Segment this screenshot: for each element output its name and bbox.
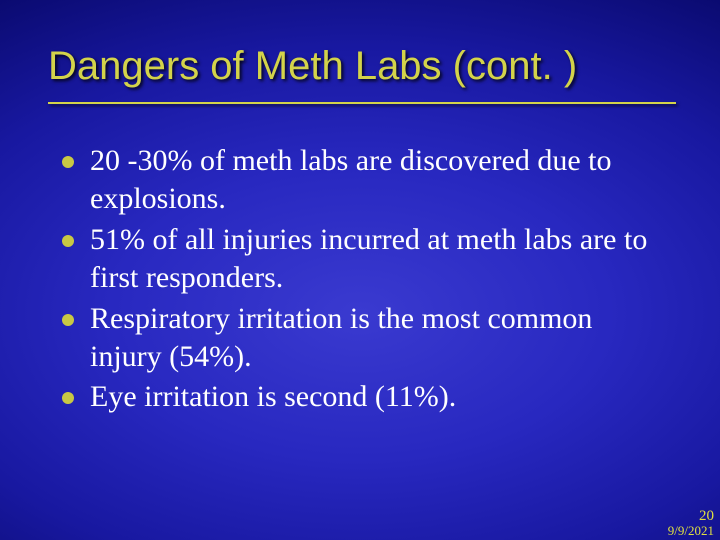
bullet-text: 51% of all injuries incurred at meth lab…: [90, 221, 660, 298]
bullet-item: 51% of all injuries incurred at meth lab…: [62, 221, 660, 298]
bullet-text: Eye irritation is second (11%).: [90, 378, 456, 416]
slide-body: 20 -30% of meth labs are discovered due …: [62, 142, 660, 419]
bullet-text: 20 -30% of meth labs are discovered due …: [90, 142, 660, 219]
title-underline: [48, 102, 676, 104]
slide: Dangers of Meth Labs (cont. ) 20 -30% of…: [0, 0, 720, 540]
bullet-item: Respiratory irritation is the most commo…: [62, 300, 660, 377]
slide-date: 9/9/2021: [668, 524, 714, 538]
bullet-item: Eye irritation is second (11%).: [62, 378, 660, 416]
bullet-dot-icon: [62, 392, 74, 404]
bullet-text: Respiratory irritation is the most commo…: [90, 300, 660, 377]
bullet-dot-icon: [62, 314, 74, 326]
bullet-item: 20 -30% of meth labs are discovered due …: [62, 142, 660, 219]
bullet-dot-icon: [62, 156, 74, 168]
bullet-dot-icon: [62, 235, 74, 247]
slide-title: Dangers of Meth Labs (cont. ): [48, 44, 672, 89]
slide-footer: 20 9/9/2021: [668, 509, 714, 538]
slide-number: 20: [668, 509, 714, 525]
